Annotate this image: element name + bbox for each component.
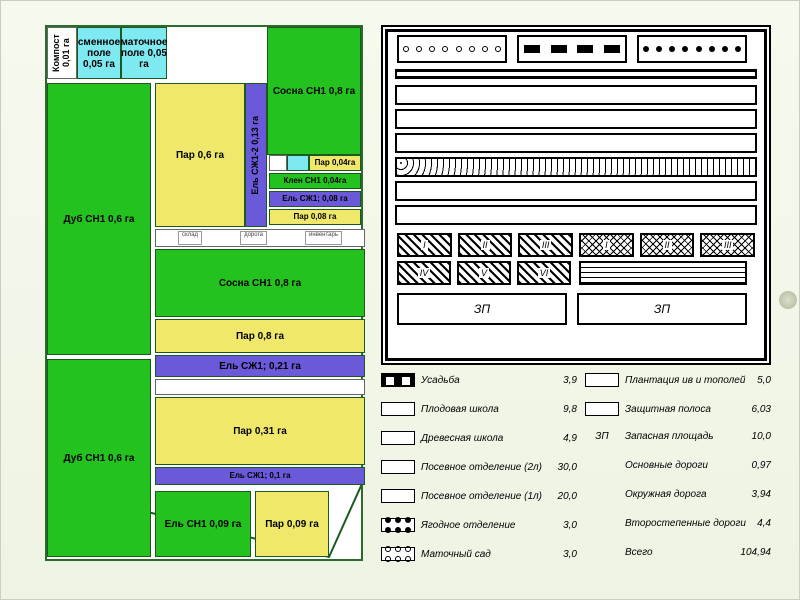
legend-R-3: Основные дороги 0,97 (585, 460, 771, 471)
legend-value: 6,03 (752, 404, 771, 415)
school-top-3: I (579, 233, 634, 257)
legend-L-4: Посевное отделение (1л) 20,0 (381, 489, 577, 503)
scheme-seed-6 (395, 205, 757, 225)
nursery-bw-scheme: IIIIIIIIIIII IVVVI ЗП ЗП (381, 25, 771, 365)
legend-label: Ягодное отделение (421, 520, 516, 531)
legend-R-5: Второстепенные дороги 4,4 (585, 518, 771, 529)
plot-el013: Ель СЖ1-2 0,13 га (245, 83, 267, 227)
scheme-plantation-2 (579, 261, 747, 285)
plot-par08: Пар 0,8 га (155, 319, 365, 353)
legend-value: 20,0 (558, 491, 577, 502)
legend-label: Маточный сад (421, 549, 491, 560)
legend-value: 3,0 (563, 520, 577, 531)
legend-value: 104,94 (740, 547, 771, 558)
legend-value: 3,94 (752, 489, 771, 500)
plot-el021: Ель СЖ1; 0,21 га (155, 355, 365, 377)
plot-par004b (269, 155, 287, 171)
legend-value: 9,8 (563, 404, 577, 415)
legend-L-3: Посевное отделение (2л) 30,0 (381, 460, 577, 474)
legend-label: Запасная площадь (625, 431, 714, 442)
legend-label: Окружная дорога (625, 489, 707, 500)
plot-par031: Пар 0,31 га (155, 397, 365, 465)
scheme-top-matoch (397, 35, 507, 63)
legend-value: 5,0 (757, 375, 771, 386)
plot-sosna2: Сосна СН1 0,8 га (155, 249, 365, 317)
legend-L-1: Плодовая школа 9,8 (381, 402, 577, 416)
scheme-top-usadba (517, 35, 627, 63)
legend-value: 3,9 (563, 375, 577, 386)
legend-value: 4,4 (757, 518, 771, 529)
legend-L-6: Маточный сад 3,0 (381, 547, 577, 561)
legend-R-1: Защитная полоса 6,03 (585, 402, 771, 416)
plot-sosna1: Сосна СН1 0,8 га (267, 27, 361, 155)
legend-label: Основные дороги (625, 460, 708, 471)
scheme-seed-3 (395, 133, 757, 153)
plot-dub1: Дуб СН1 0,6 га (47, 83, 151, 355)
plot-par06: Пар 0,6 га (155, 83, 245, 227)
legend: Усадьба 3,9 Плодовая школа 9,8 Древесная шко… (381, 373, 771, 577)
legend-label: Всего (625, 547, 653, 558)
plot-par008: Пар 0,08 га (269, 209, 361, 225)
scheme-seed-1 (395, 85, 757, 105)
legend-R-4: Окружная дорога 3,94 (585, 489, 771, 500)
plot-matoch: маточное поле 0,05 га (121, 27, 167, 79)
plot-par004: Пар 0,04га (309, 155, 361, 171)
scheme-top-berry (637, 35, 747, 63)
legend-R-6: Всего 104,94 (585, 547, 771, 558)
legend-value: 3,0 (563, 549, 577, 560)
map-bar-labels: складдорогаинвентарь (159, 231, 361, 245)
plot-elch: Ель СН1 0,09 га (155, 491, 251, 557)
scheme-seed-4 (395, 157, 757, 177)
plot-klen: Клен СН1 0,04га (269, 173, 361, 189)
legend-value: 0,97 (752, 460, 771, 471)
legend-L-0: Усадьба 3,9 (381, 373, 577, 387)
plot-kompost: Компост 0,01 га (47, 27, 77, 79)
legend-value: 30,0 (558, 462, 577, 473)
plot-el01: Ель СЖ1; 0,1 га (155, 467, 365, 485)
plot-el008: Ель СЖ1; 0,08 га (269, 191, 361, 207)
school-top-2: III (518, 233, 573, 257)
school-top-1: II (458, 233, 513, 257)
school-top-5: III (700, 233, 755, 257)
legend-R-2: ЗПЗапасная площадь10,0 (585, 431, 771, 442)
scheme-seed-2 (395, 109, 757, 129)
scheme-zp-2: ЗП (577, 293, 747, 325)
scheme-schools-top: IIIIIIIIIIII (397, 233, 755, 257)
legend-label: Посевное отделение (2л) (421, 462, 542, 473)
legend-L-5: Ягодное отделение 3,0 (381, 518, 577, 532)
legend-label: Плантация ив и тополей (625, 375, 745, 386)
legend-value: 10,0 (752, 431, 771, 442)
plot-dub2: Дуб СН1 0,6 га (47, 359, 151, 557)
plot-smen: сменное поле 0,05 га (77, 27, 121, 79)
scheme-zp-1: ЗП (397, 293, 567, 325)
school-bot-1: V (457, 261, 511, 285)
school-top-0: I (397, 233, 452, 257)
legend-label: Посевное отделение (1л) (421, 491, 542, 502)
legend-label: Плодовая школа (421, 404, 499, 415)
legend-L-2: Древесная школа 4,9 (381, 431, 577, 445)
scheme-seed-5 (395, 181, 757, 201)
legend-label: Усадьба (421, 375, 460, 386)
nursery-color-map: Компост 0,01 гасменное поле 0,05 гаматоч… (45, 25, 363, 561)
school-bot-2: VI (517, 261, 571, 285)
plot-blankgap (155, 379, 365, 395)
legend-label: Защитная полоса (625, 404, 711, 415)
legend-R-0: Плантация ив и тополей 5,0 (585, 373, 771, 387)
school-top-4: II (640, 233, 695, 257)
school-bot-0: IV (397, 261, 451, 285)
plot-par009: Пар 0,09 га (255, 491, 329, 557)
plot-par004c (287, 155, 309, 171)
legend-label: Древесная школа (421, 433, 503, 444)
scheme-plantation-strip (395, 69, 757, 79)
legend-value: 4,9 (563, 433, 577, 444)
legend-label: Второстепенные дороги (625, 518, 746, 529)
scheme-schools-bot: IVVVI (397, 261, 571, 285)
